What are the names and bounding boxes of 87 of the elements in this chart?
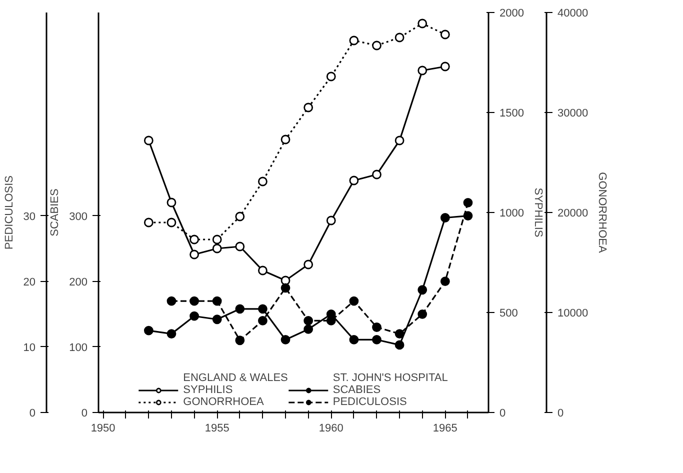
y-tick-label: 2000 — [500, 8, 524, 20]
y-tick-label: 500 — [500, 308, 518, 320]
point — [304, 316, 314, 326]
y-tick-label: 0 — [81, 408, 88, 420]
point — [418, 66, 428, 76]
y-axis-title: SYPHILIS — [532, 188, 544, 238]
y2-axis-title: GONORRHOEA — [596, 172, 608, 254]
y2-tick-label: 20 — [23, 276, 36, 288]
y2-tick-label: 10 — [23, 342, 36, 354]
legend-title: ENGLAND & WALES — [183, 372, 288, 384]
legend-label: SYPHILIS — [183, 384, 233, 396]
point — [326, 216, 336, 226]
point — [349, 296, 359, 306]
point — [372, 170, 382, 180]
y-tick-label: 0 — [500, 408, 506, 420]
point — [166, 296, 176, 306]
point — [258, 266, 268, 276]
x-tick-label: 1955 — [204, 422, 230, 434]
y2-tick-label: 30 — [23, 210, 36, 223]
point — [463, 211, 473, 220]
y-tick-label: 1000 — [500, 208, 524, 220]
point — [258, 316, 268, 326]
point — [349, 176, 359, 186]
point — [258, 176, 268, 186]
x-tick-label: 1965 — [432, 422, 458, 434]
point — [144, 136, 154, 146]
y2-tick-label: 10000 — [558, 308, 588, 320]
point — [190, 311, 199, 321]
point — [440, 276, 450, 286]
legend-label: GONORRHOEA — [183, 396, 264, 408]
point — [166, 218, 176, 228]
y-axis-title: SCABIES — [49, 188, 62, 236]
point — [304, 260, 314, 270]
y2-tick-label: 20000 — [558, 208, 588, 220]
point — [440, 213, 450, 222]
point — [304, 102, 314, 112]
point — [235, 212, 245, 222]
point — [212, 244, 222, 254]
point — [304, 324, 314, 334]
point — [280, 335, 290, 344]
point — [440, 30, 450, 40]
point — [258, 304, 268, 314]
point — [166, 329, 176, 339]
y2-tick-label: 40000 — [558, 8, 588, 20]
point — [212, 234, 222, 244]
y-tick-label: 1500 — [500, 108, 524, 120]
point — [394, 32, 404, 42]
point — [326, 72, 336, 82]
point — [212, 296, 222, 306]
x-tick-label: 1950 — [90, 422, 116, 434]
point — [463, 198, 473, 208]
y2-tick-label: 30000 — [558, 108, 588, 120]
point — [326, 316, 336, 326]
point — [394, 136, 404, 146]
point — [394, 329, 404, 339]
y-tick-label: 100 — [69, 342, 88, 354]
point — [349, 335, 359, 344]
point — [190, 234, 199, 244]
legend-title: ST. JOHN'S HOSPITAL — [332, 372, 448, 384]
point — [372, 322, 382, 332]
y2-tick-label: 0 — [558, 408, 564, 420]
y-tick-label: 300 — [69, 210, 88, 223]
point — [212, 314, 222, 324]
point — [349, 36, 359, 46]
point — [280, 134, 290, 144]
point — [440, 62, 450, 72]
y2-tick-label: 0 — [29, 408, 36, 420]
point — [166, 198, 176, 208]
point — [190, 250, 199, 260]
point — [144, 326, 154, 336]
legend-label: SCABIES — [332, 384, 381, 396]
point — [235, 304, 245, 314]
point — [235, 242, 245, 252]
y-tick-label: 200 — [69, 276, 88, 288]
point — [418, 285, 428, 295]
point — [280, 283, 290, 293]
point — [418, 309, 428, 319]
legend-label: PEDICULOSIS — [332, 396, 407, 408]
point — [144, 218, 154, 228]
point — [235, 336, 245, 346]
point — [372, 40, 382, 50]
point — [394, 340, 404, 350]
y2-axis-title: PEDICULOSIS — [3, 176, 16, 250]
point — [372, 335, 382, 344]
x-tick-label: 1960 — [318, 422, 344, 434]
point — [190, 296, 199, 306]
point — [418, 18, 428, 28]
